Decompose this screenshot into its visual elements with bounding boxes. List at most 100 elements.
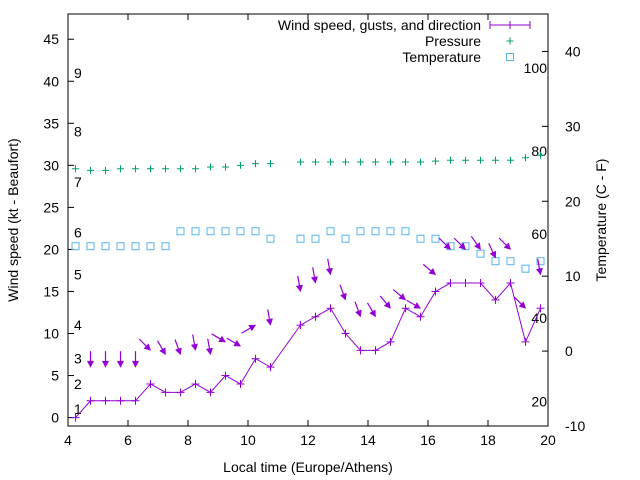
pressure-point-22 [417, 158, 424, 166]
wind-direction-arrows [86, 235, 543, 368]
beaufort-label-6: 7 [74, 174, 82, 190]
wind-speed-point-25 [461, 279, 470, 288]
wind-speed-line [75, 282, 541, 418]
pressure-point-14 [297, 158, 304, 166]
beaufort-scale-labels: 1 2 3 4 5 6 7 8 9 [74, 65, 82, 417]
x-tick-label-3: 10 [240, 432, 256, 448]
wind-arrow-15 [325, 258, 333, 276]
wind-speed-point-13 [266, 363, 275, 372]
wind-speed-point-22 [416, 312, 425, 321]
pressure-point-13 [267, 160, 274, 168]
pressure-point-30 [537, 151, 544, 159]
wind-arrow-6 [174, 339, 182, 356]
y2-tick-label-4: 30 [565, 118, 581, 134]
temperature-point-21 [401, 227, 410, 236]
fahrenheit-label-0: 20 [531, 393, 547, 409]
temperature-point-3 [116, 242, 125, 251]
wind-arrow-21 [406, 299, 421, 309]
temperature-point-11 [236, 227, 245, 236]
temperature-point-2 [101, 242, 110, 251]
wind-arrow-28 [513, 296, 526, 309]
wind-speed-point-1 [86, 396, 95, 405]
temperature-point-28 [506, 257, 515, 266]
pressure-point-25 [462, 156, 469, 164]
y2-axis-ticks: -10 0 10 20 30 40 [542, 43, 585, 434]
y-tick-label-5: 25 [43, 199, 59, 215]
temperature-point-5 [146, 242, 155, 251]
pressure-point-29 [522, 154, 529, 162]
pressure-point-17 [342, 158, 349, 166]
wind-speed-point-19 [371, 346, 380, 355]
x-tick-label-2: 8 [184, 432, 192, 448]
wind-arrow-5 [156, 340, 167, 355]
plot-frame [67, 13, 549, 427]
pressure-point-1 [87, 166, 94, 174]
temperature-point-9 [206, 227, 215, 236]
pressure-point-24 [447, 156, 454, 164]
y2-tick-label-2: 10 [565, 268, 581, 284]
pressure-point-27 [492, 156, 499, 164]
fahrenheit-label-4: 100 [524, 60, 548, 76]
pressure-point-12 [252, 160, 259, 168]
wind-arrow-23 [438, 237, 451, 250]
y-tick-label-8: 40 [43, 73, 59, 89]
wind-arrow-14 [310, 267, 318, 284]
temperature-point-7 [176, 227, 185, 236]
wind-speed-point-8 [191, 379, 200, 388]
wind-speed-point-4 [131, 396, 140, 405]
y2-tick-label-3: 20 [565, 193, 581, 209]
y-tick-label-3: 15 [43, 283, 59, 299]
y-tick-label-6: 30 [43, 157, 59, 173]
series-layer [71, 151, 545, 422]
beaufort-label-3: 4 [74, 317, 82, 333]
temperature-point-18 [356, 227, 365, 236]
pressure-point-4 [132, 165, 139, 173]
y-tick-label-9: 45 [43, 31, 59, 47]
wind-arrow-10 [226, 337, 241, 347]
pressure-point-6 [162, 165, 169, 173]
y-tick-label-0: 0 [51, 410, 59, 426]
wind-arrow-1 [101, 351, 110, 368]
pressure-point-10 [222, 163, 229, 171]
wind-speed-point-2 [101, 396, 110, 405]
legend: Wind speed, gusts, and directionPressure… [278, 17, 531, 65]
pressure-point-20 [387, 158, 394, 166]
x-tick-label-0: 4 [64, 432, 72, 448]
wind-arrow-17 [354, 301, 362, 318]
x-tick-label-6: 16 [420, 432, 436, 448]
wind-arrow-9 [211, 333, 226, 343]
y-axis-ticks: 0 5 10 15 20 25 30 35 40 45 [43, 31, 74, 426]
pressure-point-21 [402, 158, 409, 166]
beaufort-label-7: 8 [74, 124, 82, 140]
y-tick-label-1: 5 [51, 368, 59, 384]
wind-speed-point-11 [236, 379, 245, 388]
temperature-point-26 [476, 249, 485, 258]
temperature-point-0 [71, 242, 80, 251]
x-axis-title: Local time (Europe/Athens) [223, 459, 393, 475]
x-tick-label-5: 14 [360, 432, 376, 448]
wind-arrow-22 [422, 263, 436, 276]
x-tick-label-4: 12 [300, 432, 316, 448]
temperature-point-23 [431, 234, 440, 243]
beaufort-label-0: 1 [74, 401, 82, 417]
wind-speed-point-29 [521, 337, 530, 346]
wind-speed-point-16 [326, 304, 335, 313]
temperature-point-8 [191, 227, 200, 236]
temperature-point-22 [416, 234, 425, 243]
pressure-point-8 [192, 165, 199, 173]
fahrenheit-label-1: 40 [531, 310, 547, 326]
pressure-point-15 [312, 158, 319, 166]
wind-speed-point-21 [401, 304, 410, 313]
pressure-point-5 [147, 165, 154, 173]
y-axis-title: Wind speed (kt - Beaufort) [5, 138, 21, 301]
wind-arrow-3 [131, 351, 140, 368]
wind-arrow-11 [241, 324, 256, 334]
temperature-point-13 [266, 234, 275, 243]
beaufort-label-1: 2 [74, 376, 82, 392]
wind-speed-point-17 [341, 329, 350, 338]
legend-swatch-2 [506, 53, 514, 61]
wind-speed-point-12 [251, 354, 260, 363]
fahrenheit-scale-labels: 20 40 60 80 100 [524, 60, 548, 409]
wind-arrow-25 [470, 235, 481, 250]
